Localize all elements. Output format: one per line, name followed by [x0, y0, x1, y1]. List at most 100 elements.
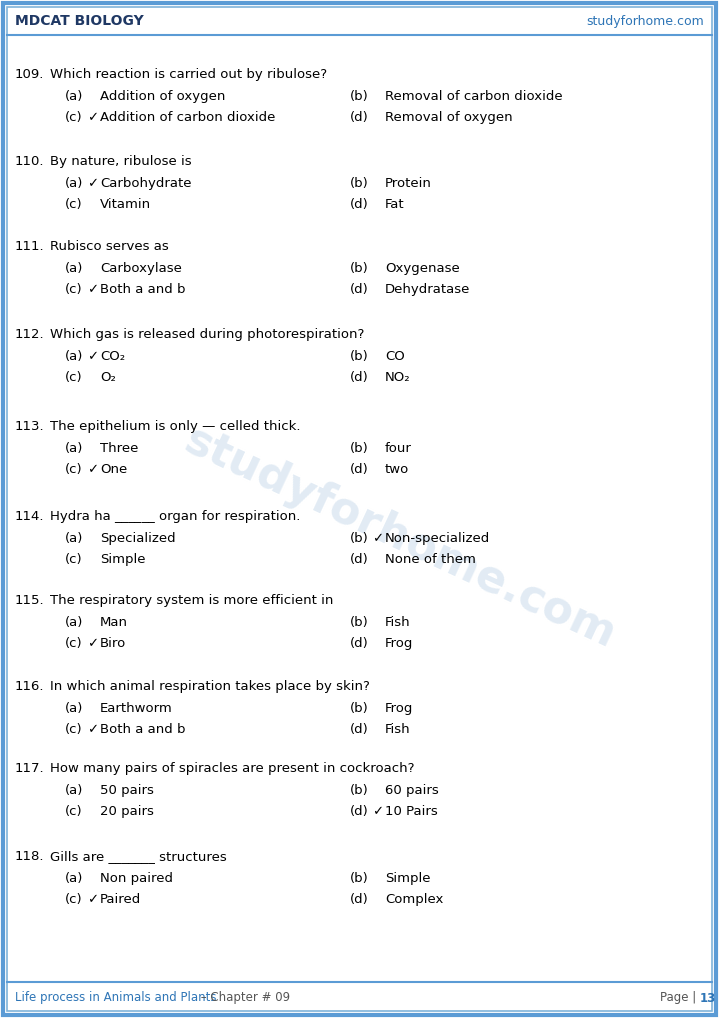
Text: (c): (c) — [65, 805, 83, 818]
Text: Which gas is released during photorespiration?: Which gas is released during photorespir… — [50, 328, 365, 341]
Text: Removal of oxygen: Removal of oxygen — [385, 111, 513, 124]
Text: 50 pairs: 50 pairs — [100, 784, 154, 797]
Text: 114.: 114. — [15, 510, 45, 523]
Text: (c): (c) — [65, 893, 83, 906]
Text: 60 pairs: 60 pairs — [385, 784, 439, 797]
Text: (b): (b) — [350, 702, 369, 715]
Text: (b): (b) — [350, 616, 369, 629]
Text: (d): (d) — [350, 111, 369, 124]
Text: (a): (a) — [65, 262, 83, 275]
Text: (b): (b) — [350, 350, 369, 363]
Text: Hydra ha ______ organ for respiration.: Hydra ha ______ organ for respiration. — [50, 510, 301, 523]
Text: (d): (d) — [350, 283, 369, 296]
Text: (a): (a) — [65, 784, 83, 797]
Text: 118.: 118. — [15, 850, 45, 863]
Text: Non-specialized: Non-specialized — [385, 532, 490, 545]
Text: (c): (c) — [65, 463, 83, 476]
Text: Fish: Fish — [385, 616, 411, 629]
Text: By nature, ribulose is: By nature, ribulose is — [50, 155, 192, 168]
Text: None of them: None of them — [385, 553, 476, 566]
Text: studyforhome.com: studyforhome.com — [586, 14, 704, 27]
Text: (b): (b) — [350, 442, 369, 455]
Text: two: two — [385, 463, 409, 476]
Text: ✓: ✓ — [87, 463, 98, 476]
Text: – Chapter # 09: – Chapter # 09 — [197, 992, 290, 1005]
Text: 113.: 113. — [15, 420, 45, 433]
Text: (d): (d) — [350, 637, 369, 651]
Text: ✓: ✓ — [87, 111, 98, 124]
Text: Which reaction is carried out by ribulose?: Which reaction is carried out by ribulos… — [50, 68, 327, 81]
Text: 112.: 112. — [15, 328, 45, 341]
Text: (a): (a) — [65, 702, 83, 715]
Text: Rubisco serves as: Rubisco serves as — [50, 240, 169, 253]
Text: 20 pairs: 20 pairs — [100, 805, 154, 818]
Text: Page |: Page | — [660, 992, 700, 1005]
Text: 117.: 117. — [15, 762, 45, 775]
Text: Addition of oxygen: Addition of oxygen — [100, 90, 225, 103]
Text: (a): (a) — [65, 616, 83, 629]
Text: Dehydratase: Dehydratase — [385, 283, 470, 296]
Text: (d): (d) — [350, 893, 369, 906]
Text: Carboxylase: Carboxylase — [100, 262, 182, 275]
Text: Paired: Paired — [100, 893, 141, 906]
Text: Both a and b: Both a and b — [100, 283, 186, 296]
Text: (b): (b) — [350, 90, 369, 103]
Text: (a): (a) — [65, 350, 83, 363]
Text: Specialized: Specialized — [100, 532, 175, 545]
Text: ✓: ✓ — [87, 723, 98, 736]
Text: (b): (b) — [350, 177, 369, 190]
Text: (c): (c) — [65, 111, 83, 124]
Text: (b): (b) — [350, 532, 369, 545]
Text: Three: Three — [100, 442, 138, 455]
Text: (b): (b) — [350, 784, 369, 797]
Text: ✓: ✓ — [87, 350, 98, 363]
Text: (d): (d) — [350, 723, 369, 736]
Text: ✓: ✓ — [87, 637, 98, 651]
Text: (d): (d) — [350, 197, 369, 211]
Text: 109.: 109. — [15, 68, 45, 81]
Text: (a): (a) — [65, 442, 83, 455]
Text: O₂: O₂ — [100, 371, 116, 384]
Text: studyforhome.com: studyforhome.com — [178, 419, 623, 657]
Text: Carbohydrate: Carbohydrate — [100, 177, 191, 190]
Text: four: four — [385, 442, 412, 455]
Text: (c): (c) — [65, 553, 83, 566]
Text: (d): (d) — [350, 371, 369, 384]
Text: ✓: ✓ — [87, 893, 98, 906]
Text: (d): (d) — [350, 553, 369, 566]
Text: Fish: Fish — [385, 723, 411, 736]
Text: Frog: Frog — [385, 637, 413, 651]
Text: Gills are _______ structures: Gills are _______ structures — [50, 850, 226, 863]
Text: NO₂: NO₂ — [385, 371, 411, 384]
Text: 110.: 110. — [15, 155, 45, 168]
Text: (c): (c) — [65, 723, 83, 736]
FancyBboxPatch shape — [3, 3, 716, 1015]
Text: In which animal respiration takes place by skin?: In which animal respiration takes place … — [50, 680, 370, 693]
Text: (d): (d) — [350, 463, 369, 476]
Text: Oxygenase: Oxygenase — [385, 262, 459, 275]
Text: Fat: Fat — [385, 197, 405, 211]
Text: ✓: ✓ — [372, 805, 383, 818]
Text: Vitamin: Vitamin — [100, 197, 151, 211]
Text: The respiratory system is more efficient in: The respiratory system is more efficient… — [50, 593, 334, 607]
Text: Protein: Protein — [385, 177, 432, 190]
Text: Complex: Complex — [385, 893, 444, 906]
Text: (c): (c) — [65, 283, 83, 296]
Text: Frog: Frog — [385, 702, 413, 715]
Text: ✓: ✓ — [372, 532, 383, 545]
Text: (a): (a) — [65, 90, 83, 103]
Text: 111.: 111. — [15, 240, 45, 253]
Text: Life process in Animals and Plants: Life process in Animals and Plants — [15, 992, 216, 1005]
Text: CO₂: CO₂ — [100, 350, 125, 363]
Text: CO: CO — [385, 350, 405, 363]
Text: 10 Pairs: 10 Pairs — [385, 805, 438, 818]
Text: (a): (a) — [65, 177, 83, 190]
Text: 116.: 116. — [15, 680, 45, 693]
Text: Non paired: Non paired — [100, 872, 173, 885]
Text: Biro: Biro — [100, 637, 127, 651]
Text: ✓: ✓ — [87, 283, 98, 296]
Text: Simple: Simple — [100, 553, 145, 566]
Text: 115.: 115. — [15, 593, 45, 607]
Text: (a): (a) — [65, 872, 83, 885]
Text: (a): (a) — [65, 532, 83, 545]
